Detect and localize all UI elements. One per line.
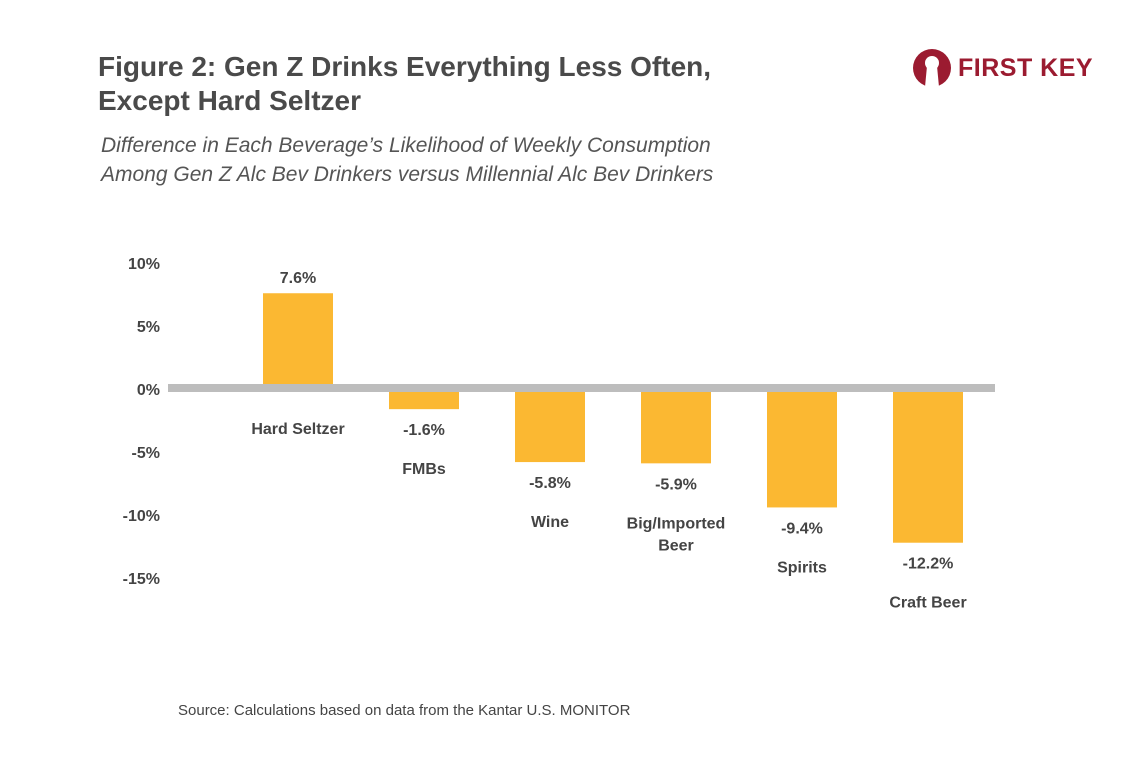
title-line-2: Except Hard Seltzer	[98, 85, 361, 116]
chart-subtitle: Difference in Each Beverage’s Likelihood…	[101, 131, 713, 189]
source-note: Source: Calculations based on data from …	[178, 702, 631, 719]
data-label: -5.9%	[655, 476, 697, 493]
category-label: Hard Seltzer	[251, 421, 344, 438]
data-label: -9.4%	[781, 520, 823, 537]
keyhole-icon	[913, 49, 951, 87]
category-label: Big/Imported	[627, 515, 726, 532]
logo-text: FIRST KEY	[958, 53, 1094, 82]
title-line-1: Figure 2: Gen Z Drinks Everything Less O…	[98, 51, 712, 82]
y-tick-label: -5%	[132, 445, 160, 462]
subtitle-line-2: Among Gen Z Alc Bev Drinkers versus Mill…	[101, 163, 714, 186]
first-key-logo: FIRST KEY	[912, 48, 1093, 88]
y-tick-label: -15%	[123, 571, 160, 588]
bar	[389, 392, 459, 410]
zero-axis-line	[168, 384, 995, 392]
data-label: -12.2%	[903, 556, 954, 573]
data-label: 7.6%	[280, 270, 316, 287]
y-tick-label: 0%	[137, 382, 160, 399]
category-label: Craft Beer	[889, 595, 966, 612]
y-tick-label: 10%	[128, 256, 160, 273]
bar	[767, 392, 837, 508]
category-label: FMBs	[402, 461, 446, 478]
bar	[641, 392, 711, 464]
data-label: -1.6%	[403, 422, 445, 439]
category-label: Spirits	[777, 559, 827, 576]
subtitle-line-1: Difference in Each Beverage’s Likelihood…	[101, 134, 711, 157]
y-tick-label: -10%	[123, 508, 160, 525]
bar	[893, 392, 963, 543]
data-label: -5.8%	[529, 475, 571, 492]
y-tick-label: 5%	[137, 319, 160, 336]
category-label: Beer	[658, 537, 694, 554]
chart-title: Figure 2: Gen Z Drinks Everything Less O…	[98, 50, 711, 118]
bar	[515, 392, 585, 463]
category-label: Wine	[531, 514, 569, 531]
bar	[263, 293, 333, 385]
